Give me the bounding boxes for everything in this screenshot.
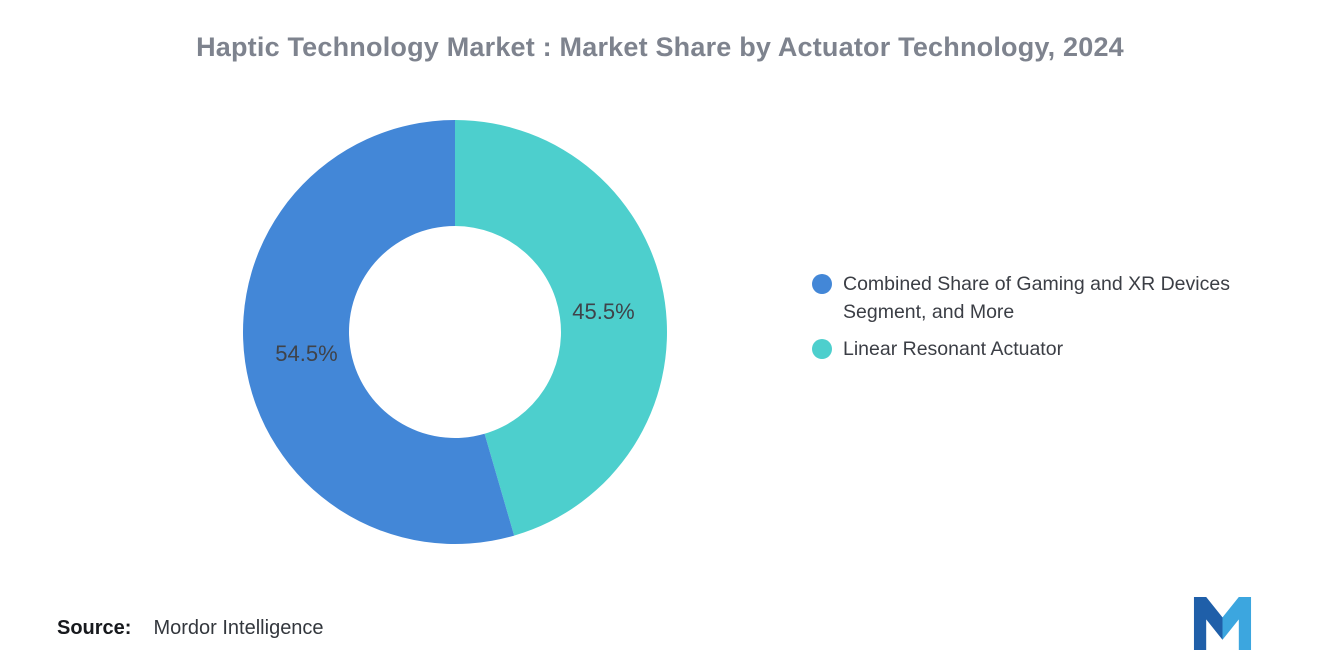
source-value: Mordor Intelligence [153,617,324,639]
mordor-intelligence-logo [1193,597,1252,650]
donut-segment-value-label: 54.5% [275,341,337,366]
chart-title: Haptic Technology Market : Market Share … [196,32,1124,62]
legend-dot-teal-icon [812,339,832,359]
donut-segment-value-label: 45.5% [572,299,634,324]
legend-item-combined-share[interactable]: Combined Share of Gaming and XR Devices … [812,270,1292,326]
donut-segment-1[interactable] [455,120,668,536]
source-label: Source: [57,617,132,639]
mordor-m-logo-icon [1193,597,1252,650]
legend-dot-blue-icon [812,274,832,294]
legend-label-linear-resonant: Linear Resonant Actuator [843,338,1064,360]
source-row: Source: Mordor Intelligence [57,617,324,640]
legend-label-combined-share: Combined Share of Gaming and XR Devices … [843,273,1230,323]
legend: Combined Share of Gaming and XR Devices … [812,270,1292,363]
donut-chart-svg: 45.5% 54.5% [243,120,668,544]
donut-chart: 45.5% 54.5% [240,117,670,547]
donut-segment-2[interactable] [243,120,515,544]
legend-item-linear-resonant[interactable]: Linear Resonant Actuator [812,335,1292,363]
